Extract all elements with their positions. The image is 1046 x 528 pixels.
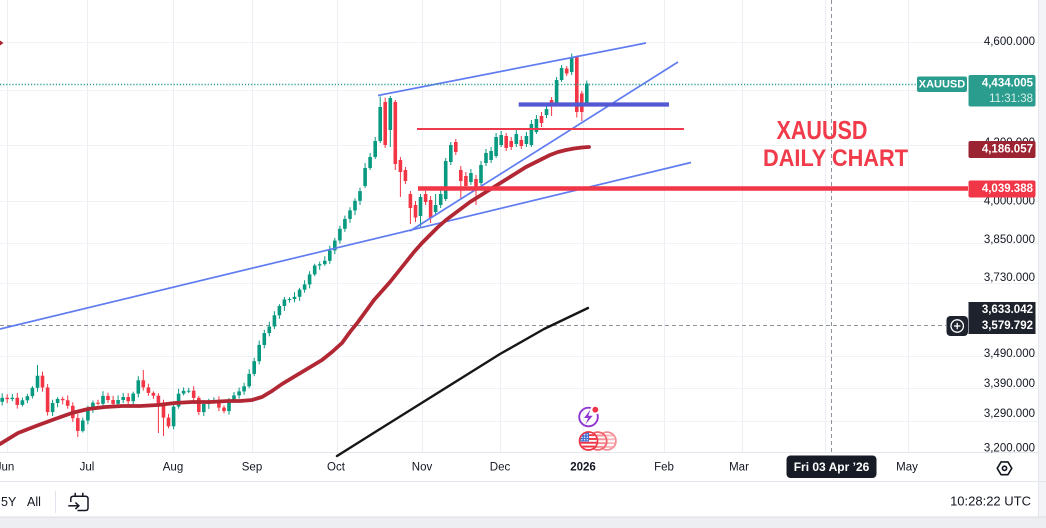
svg-text:Feb: Feb — [654, 462, 674, 474]
svg-text:4,186.057: 4,186.057 — [982, 144, 1033, 156]
svg-text:3,390.000: 3,390.000 — [984, 378, 1035, 390]
svg-text:Fri 03 Apr ’26: Fri 03 Apr ’26 — [794, 460, 870, 474]
svg-text:3,633.042: 3,633.042 — [982, 304, 1033, 316]
svg-text:XAUUSD: XAUUSD — [777, 115, 868, 145]
svg-text:May: May — [896, 462, 918, 474]
svg-text:Jun: Jun — [0, 462, 14, 474]
svg-text:All: All — [27, 495, 41, 509]
svg-text:Mar: Mar — [729, 462, 749, 474]
svg-text:3,730.000: 3,730.000 — [984, 272, 1035, 284]
svg-text:DAILY CHART: DAILY CHART — [763, 145, 908, 172]
svg-text:3,490.000: 3,490.000 — [984, 348, 1035, 360]
svg-text:Oct: Oct — [327, 462, 346, 474]
svg-text:3,579.792: 3,579.792 — [982, 320, 1033, 332]
svg-text:XAUUSD: XAUUSD — [919, 79, 966, 91]
svg-text:3,290.000: 3,290.000 — [984, 408, 1035, 420]
svg-text:Nov: Nov — [412, 462, 433, 474]
svg-text:4,039.388: 4,039.388 — [982, 183, 1034, 195]
svg-text:Sep: Sep — [242, 462, 262, 474]
svg-text:5Y: 5Y — [1, 495, 17, 509]
svg-text:2026: 2026 — [570, 462, 596, 474]
svg-text:10:28:22 UTC: 10:28:22 UTC — [950, 494, 1031, 509]
svg-text:Dec: Dec — [490, 462, 511, 474]
svg-text:4,600.000: 4,600.000 — [984, 36, 1035, 48]
svg-text:3,200.000: 3,200.000 — [984, 443, 1035, 455]
svg-text:3,850.000: 3,850.000 — [984, 234, 1035, 246]
svg-text:Jul: Jul — [80, 462, 95, 474]
svg-text:11:31:38: 11:31:38 — [989, 93, 1033, 105]
svg-text:4,000.000: 4,000.000 — [984, 196, 1035, 208]
svg-text:Aug: Aug — [163, 462, 183, 474]
svg-text:4,434.005: 4,434.005 — [982, 78, 1034, 90]
